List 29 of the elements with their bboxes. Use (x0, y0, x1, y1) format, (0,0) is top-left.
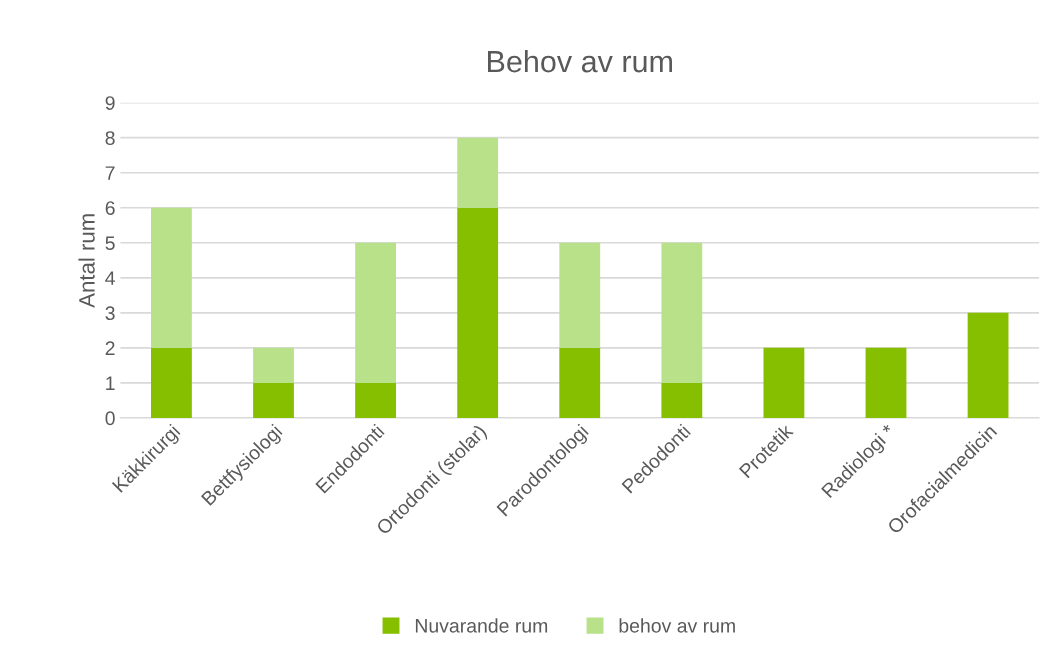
bar (457, 207, 499, 418)
bar (967, 312, 1009, 418)
bar (355, 242, 396, 383)
bar (355, 382, 396, 418)
y-tick-label: 8 (105, 131, 115, 145)
bar (865, 347, 907, 418)
bar (661, 242, 703, 383)
y-tick-label: 5 (105, 236, 115, 251)
y-tick-label: 2 (105, 341, 115, 355)
bar (559, 347, 601, 418)
bar (151, 347, 192, 418)
y-tick-label: 9 (105, 96, 115, 110)
legend-label: Nuvarande rum (415, 618, 548, 633)
legend-label: behov av rum (619, 618, 735, 633)
bar (253, 382, 294, 418)
chart-title: Behov av rum (488, 49, 672, 73)
y-tick-label: 3 (105, 306, 115, 321)
bar (559, 242, 601, 348)
bar (457, 137, 499, 208)
y-tick-label: 7 (105, 166, 115, 180)
bar (763, 347, 805, 418)
bar (253, 347, 294, 383)
y-tick-label: 6 (105, 201, 115, 215)
y-axis-title: Antal rum (78, 214, 95, 308)
y-tick-label: 1 (106, 376, 115, 390)
bar (151, 207, 192, 348)
y-tick-label: 4 (105, 271, 115, 285)
y-tick-label: 0 (105, 411, 115, 426)
bar (661, 382, 703, 418)
